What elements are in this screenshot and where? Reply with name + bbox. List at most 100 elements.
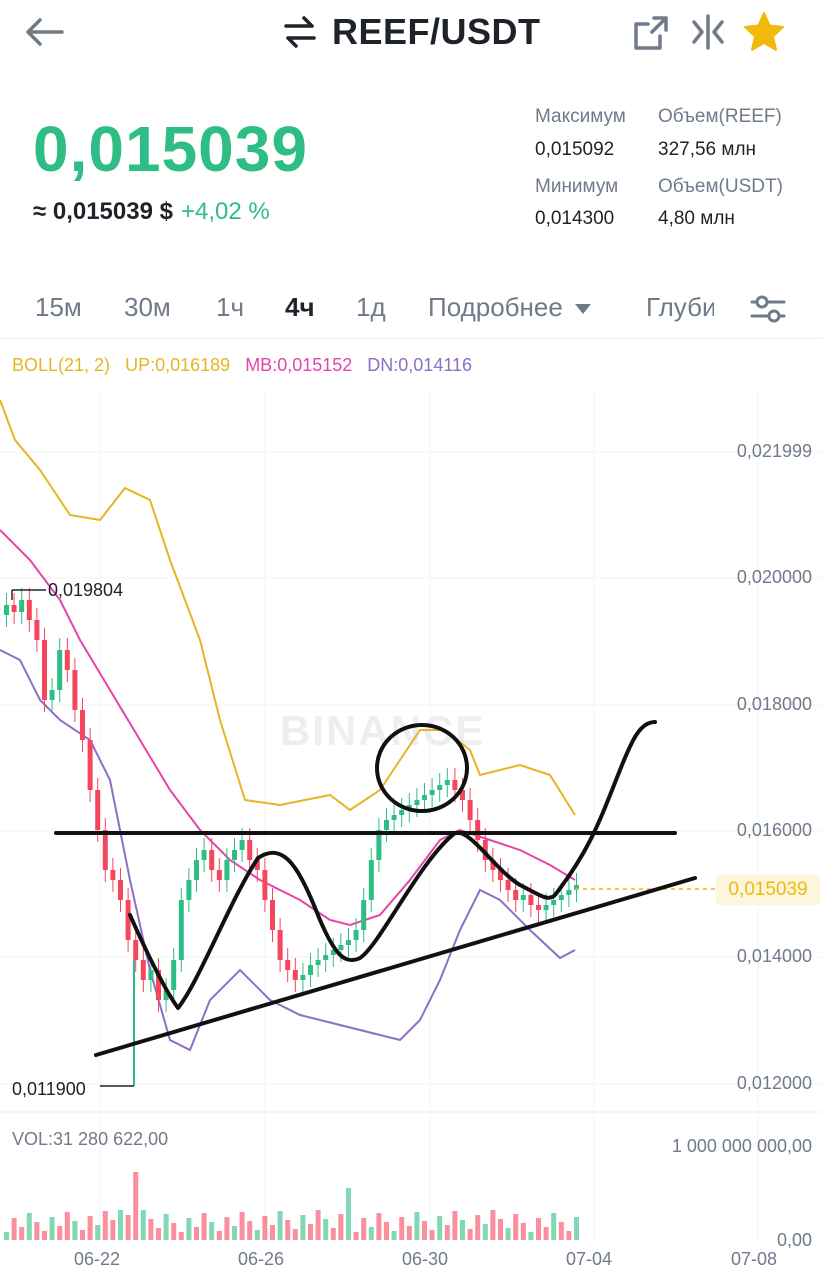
volume-bar [482,1224,488,1240]
candle [133,940,139,960]
price-change: +4,02 % [180,198,270,225]
candle [64,650,70,670]
candle [482,840,488,860]
support-trendline [94,876,697,1057]
candle [201,850,207,860]
low-marker: 0,011900 [12,1079,86,1099]
candle [49,690,55,700]
volume-bar [186,1218,192,1240]
candle [270,900,275,930]
volume-bar [277,1211,283,1240]
volume-bar [11,1218,17,1240]
candle [277,930,283,960]
volume-bar [551,1213,557,1240]
candle [437,785,443,790]
volume-bar [308,1224,313,1240]
candle [95,790,101,830]
tab-more[interactable]: Подробнее [428,292,592,323]
volume-bar [384,1222,389,1240]
tab-depth[interactable]: Глуби [646,292,714,322]
candle [156,970,161,1000]
volume-bar [422,1221,427,1240]
swap-icon [284,16,316,48]
volume-bar [330,1228,336,1240]
star-icon[interactable] [742,10,786,54]
boll-legend: BOLL(21, 2) UP:0,016189 MB:0,015152 DN:0… [12,355,472,376]
candle [505,880,511,890]
candle [262,870,268,900]
volume-bar [262,1216,268,1240]
tab-15m[interactable]: 15м [35,292,82,322]
candle [566,890,572,895]
candle [194,860,199,880]
x-label: 07-04 [566,1249,613,1269]
pair-selector[interactable]: REEF/USDT [282,10,541,54]
candle [110,870,116,880]
y-label: 0,016000 [736,820,812,840]
volume-max: 1 000 000 000,00 [671,1136,812,1156]
y-label: 0,021999 [736,441,812,461]
volume-bar [209,1222,215,1240]
candle [178,900,184,960]
candle [391,815,397,820]
tab-4h[interactable]: 4ч [285,292,315,322]
volume-bar [95,1225,101,1240]
vol-base-value: 327,56 млн [658,139,757,160]
volume-bar [118,1210,123,1240]
volume-bar [216,1231,222,1240]
y-label: 0,012000 [736,1073,812,1093]
volume-bar [163,1214,169,1240]
candle [72,670,78,710]
candle [292,970,298,980]
tab-30m[interactable]: 30м [124,292,171,322]
volume-bar [475,1215,481,1240]
candle [247,840,253,860]
volume-bar [102,1211,108,1240]
circle-annotation [375,723,469,813]
top-bar: REEF/USDT [0,0,822,70]
volume-bar [376,1213,382,1240]
price-path-sketch [128,720,657,1010]
divider [0,338,822,339]
candle [384,820,389,830]
volume-bar [528,1232,534,1240]
low-label: Минимум [535,176,619,197]
volume-bar [239,1212,245,1240]
volume-bar [558,1222,564,1240]
candle [346,940,351,945]
candle [26,600,32,620]
candles [4,588,716,1087]
volume-bar [80,1230,85,1240]
caret-down-icon [575,304,592,315]
back-arrow-icon[interactable] [22,12,66,52]
y-label: 0,020000 [736,567,812,587]
volume-bar [490,1210,496,1240]
chart-grid [0,390,822,1240]
volume-bar [201,1213,207,1240]
volume-bar [498,1219,503,1240]
volume-bar [543,1227,549,1240]
candle [80,710,85,740]
share-icon[interactable] [630,10,674,54]
volume-bar [346,1188,351,1240]
candle [19,600,25,612]
candle [239,840,245,850]
volume-bar [171,1223,177,1240]
settings-sliders-icon[interactable] [750,294,786,324]
candle [224,860,230,880]
volume-bar [49,1217,55,1240]
candle [475,820,481,840]
candle [353,930,359,940]
volume-bar [57,1226,63,1240]
candle [429,790,435,795]
volume-bar [368,1227,374,1240]
tab-1d[interactable]: 1д [356,292,386,322]
volume-bar [87,1216,93,1240]
tab-1h[interactable]: 1ч [216,292,245,322]
high-label: Максимум [535,106,626,127]
candle [315,960,321,965]
candle [102,830,108,870]
compare-icon[interactable] [686,10,730,54]
x-label: 06-30 [402,1249,449,1269]
